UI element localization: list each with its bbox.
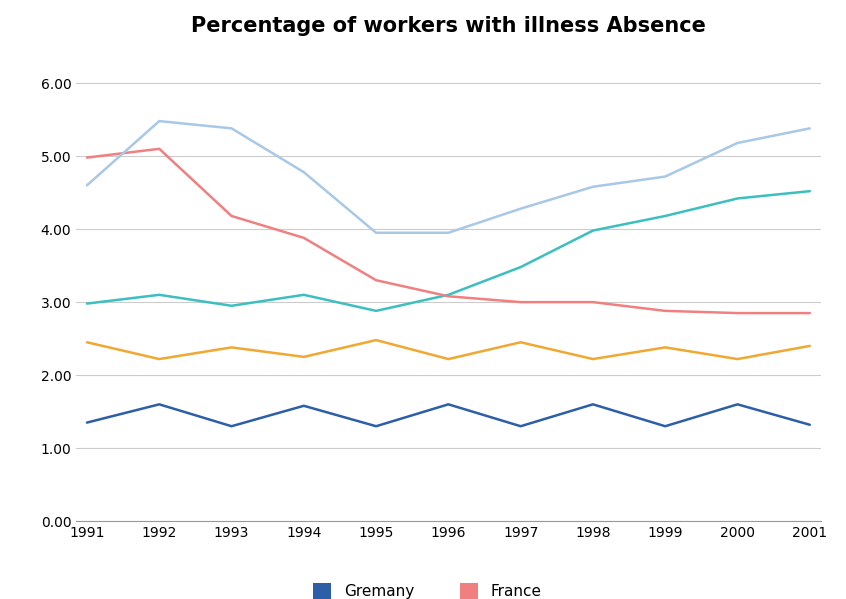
Legend: Gremany, UK, Sweden, France, Netherlands: Gremany, UK, Sweden, France, Netherlands <box>305 576 591 599</box>
Title: Percentage of workers with illness Absence: Percentage of workers with illness Absen… <box>191 16 706 36</box>
